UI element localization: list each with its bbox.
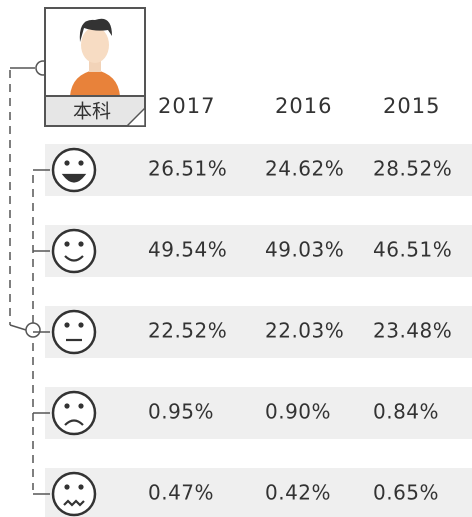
badge-label: 本科 xyxy=(73,101,111,123)
face-icon xyxy=(53,473,95,515)
eye xyxy=(64,484,69,489)
face xyxy=(53,311,95,353)
cell-value: 0.84% xyxy=(373,400,439,424)
eye xyxy=(78,484,83,489)
cell-value: 23.48% xyxy=(373,319,452,343)
avatar-card: 本科 xyxy=(45,8,145,126)
cell-value: 49.54% xyxy=(148,238,227,262)
face xyxy=(53,149,95,191)
cell-value: 22.03% xyxy=(265,319,344,343)
table: 2017 2016 2015 26.51% 24.62% 28.52% 49.54% 49.0… xyxy=(33,94,472,517)
eye xyxy=(78,241,83,246)
cell-value: 0.90% xyxy=(265,400,331,424)
eye xyxy=(64,160,69,165)
cell-value: 49.03% xyxy=(265,238,344,262)
cell-value: 22.52% xyxy=(148,319,227,343)
cell-value: 0.65% xyxy=(373,481,439,505)
column-header: 2016 xyxy=(275,94,332,118)
cell-value: 0.47% xyxy=(148,481,214,505)
cell-value: 0.95% xyxy=(148,400,214,424)
face-icon xyxy=(53,149,95,191)
cell-value: 46.51% xyxy=(373,238,452,262)
column-header: 2017 xyxy=(158,94,215,118)
cell-value: 0.42% xyxy=(265,481,331,505)
eye xyxy=(64,403,69,408)
face xyxy=(53,473,95,515)
eye xyxy=(78,322,83,327)
face-icon xyxy=(53,392,95,434)
eye xyxy=(64,241,69,246)
eye xyxy=(64,322,69,327)
face-icon xyxy=(53,230,95,272)
face-icon xyxy=(53,311,95,353)
page: {"badge": {"label": "本科"}, "table": {"co… xyxy=(0,0,472,517)
face xyxy=(53,392,95,434)
cell-value: 26.51% xyxy=(148,157,227,181)
infographic: 本科 2017 2016 2015 26.51% 24.62% 28.52% 49.54% 4… xyxy=(0,0,472,517)
face xyxy=(53,230,95,272)
column-header: 2015 xyxy=(383,94,440,118)
eye xyxy=(78,403,83,408)
cell-value: 28.52% xyxy=(373,157,452,181)
cell-value: 24.62% xyxy=(265,157,344,181)
eye xyxy=(78,160,83,165)
